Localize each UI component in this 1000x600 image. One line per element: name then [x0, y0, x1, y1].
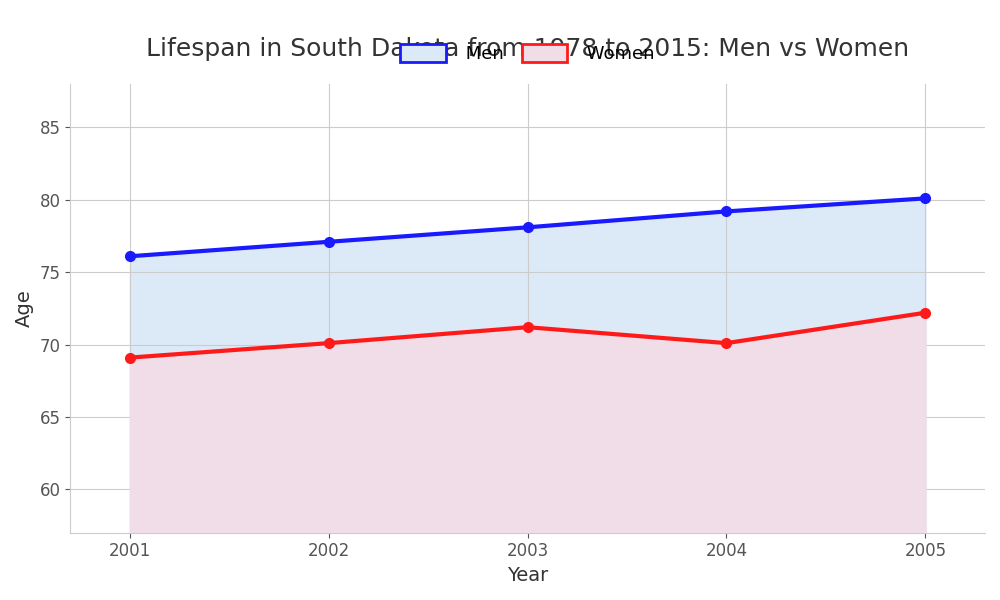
X-axis label: Year: Year	[507, 566, 548, 585]
Title: Lifespan in South Dakota from 1978 to 2015: Men vs Women: Lifespan in South Dakota from 1978 to 20…	[146, 37, 909, 61]
Legend:  Men,  Women: Men, Women	[391, 35, 664, 72]
Y-axis label: Age: Age	[15, 290, 34, 327]
